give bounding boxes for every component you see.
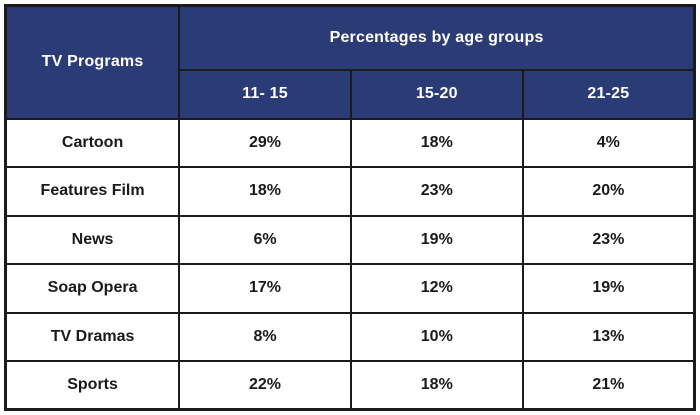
row-label-news: News bbox=[4, 214, 181, 265]
group-header-percentages-by-age-groups: Percentages by age groups bbox=[178, 4, 696, 71]
corner-header-tv-programs: TV Programs bbox=[4, 4, 181, 120]
value-cell: 23% bbox=[521, 214, 696, 265]
table-row: Cartoon 29% 18% 4% bbox=[4, 117, 696, 168]
value-cell: 12% bbox=[349, 263, 524, 314]
value-cell: 23% bbox=[349, 166, 524, 217]
tv-programs-table: TV Programs Percentages by age groups 11… bbox=[4, 4, 696, 411]
value-cell: 20% bbox=[521, 166, 696, 217]
row-label-features-film: Features Film bbox=[4, 166, 181, 217]
column-header-age-21-25: 21-25 bbox=[521, 68, 696, 120]
column-header-age-11-15: 11- 15 bbox=[178, 68, 352, 120]
value-cell: 18% bbox=[349, 117, 524, 168]
table-row: News 6% 19% 23% bbox=[4, 214, 696, 265]
row-label-soap-opera: Soap Opera bbox=[4, 263, 181, 314]
row-label-sports: Sports bbox=[4, 360, 181, 411]
value-cell: 17% bbox=[178, 263, 352, 314]
value-cell: 8% bbox=[178, 311, 352, 362]
table-header: TV Programs Percentages by age groups 11… bbox=[4, 4, 696, 120]
value-cell: 6% bbox=[178, 214, 352, 265]
value-cell: 19% bbox=[521, 263, 696, 314]
value-cell: 19% bbox=[349, 214, 524, 265]
value-cell: 4% bbox=[521, 117, 696, 168]
table-body: Cartoon 29% 18% 4% Features Film 18% 23%… bbox=[4, 117, 696, 411]
value-cell: 18% bbox=[178, 166, 352, 217]
value-cell: 21% bbox=[521, 360, 696, 411]
row-label-cartoon: Cartoon bbox=[4, 117, 181, 168]
value-cell: 22% bbox=[178, 360, 352, 411]
value-cell: 29% bbox=[178, 117, 352, 168]
value-cell: 13% bbox=[521, 311, 696, 362]
value-cell: 10% bbox=[349, 311, 524, 362]
table-row: Soap Opera 17% 12% 19% bbox=[4, 263, 696, 314]
table-row: TV Dramas 8% 10% 13% bbox=[4, 311, 696, 362]
table-row: Features Film 18% 23% 20% bbox=[4, 166, 696, 217]
row-label-tv-dramas: TV Dramas bbox=[4, 311, 181, 362]
column-header-age-15-20: 15-20 bbox=[349, 68, 524, 120]
value-cell: 18% bbox=[349, 360, 524, 411]
table-row: Sports 22% 18% 21% bbox=[4, 360, 696, 411]
